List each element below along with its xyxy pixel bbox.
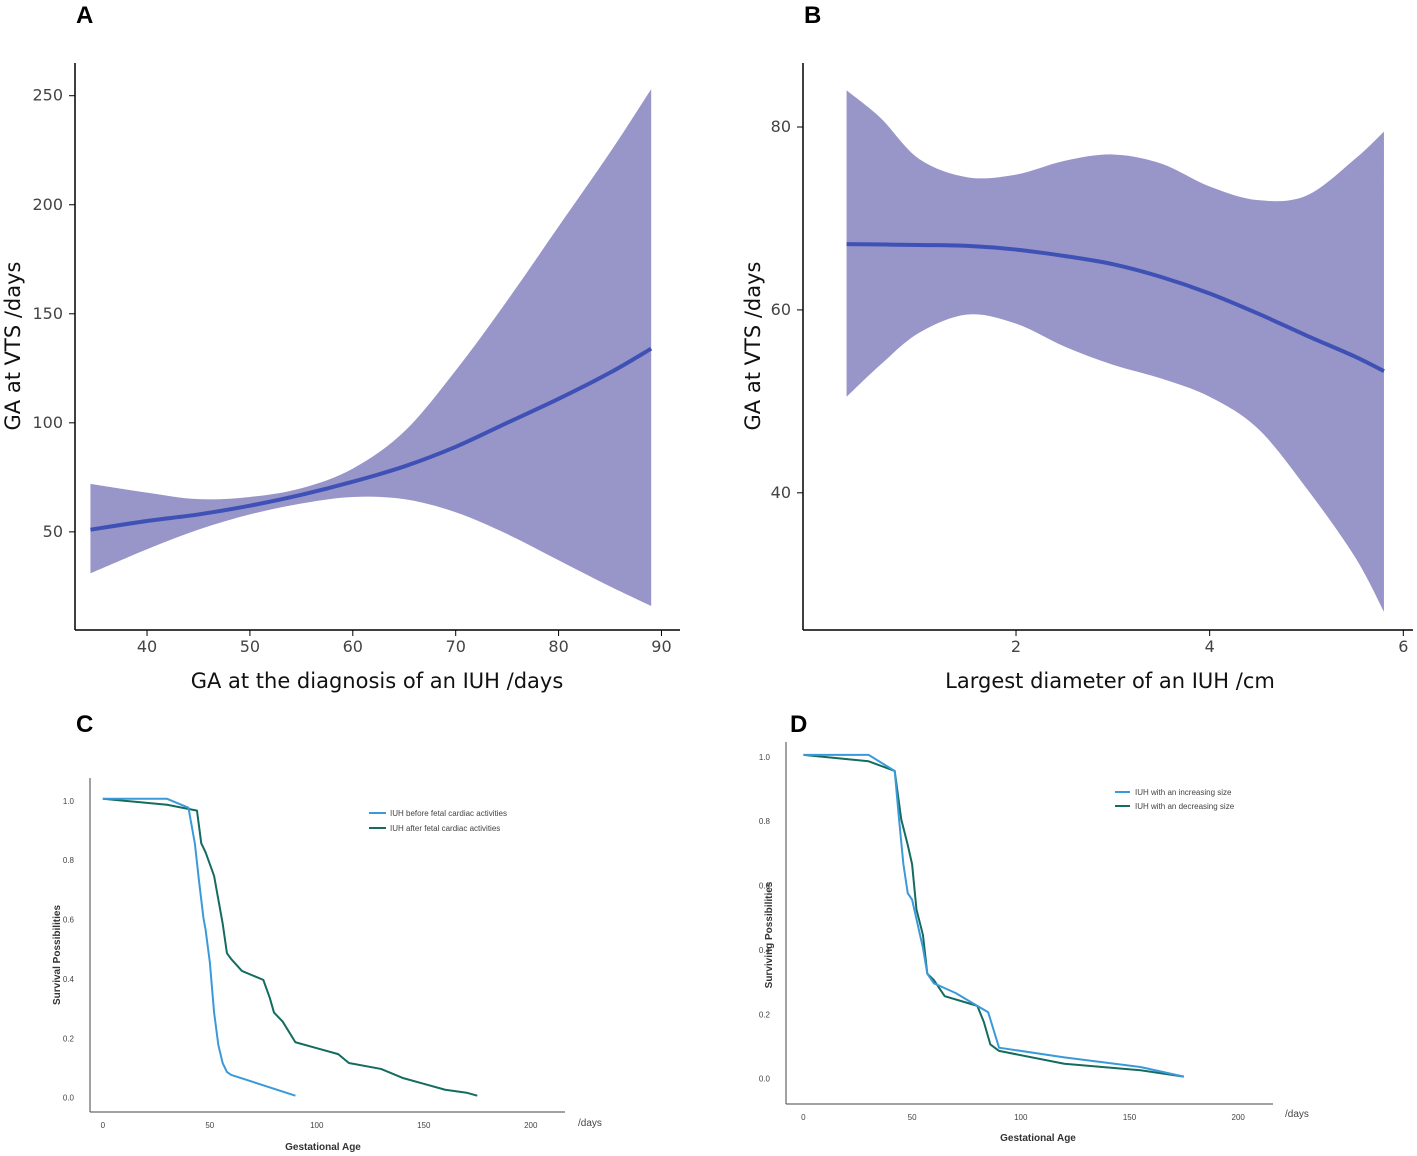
panel-c-ytick-label: 0.4 [63,975,75,984]
panel-a: A 40 50 60 70 80 90 50 100 150 200 250 GA at the … [1,2,680,693]
panel-b-fit-line [846,242,1385,373]
panel-b-y-title: GA at VTS /days [741,262,765,431]
panel-b: B 2 4 6 40 60 80 Largest diameter of an IUH … [741,2,1413,693]
panel-b-ytick-label: 80 [771,117,791,136]
panel-a-ytick-label: 200 [32,195,63,214]
panel-d-x-title: Gestational Age [1000,1133,1076,1144]
panel-c: C 0 50 100 150 200 0.00.20.40.60.81.0 /days … [52,711,602,1153]
panel-c-xtick-label: 150 [417,1121,431,1130]
panel-a-letter: A [76,2,93,29]
panel-d-ytick-label: 0.8 [759,817,771,826]
panel-a-ci-band [90,89,652,607]
panel-c-x-unit: /days [578,1118,602,1129]
panel-c-legend: IUH before fetal cardiac activities IUH … [369,809,507,833]
panel-d-letter: D [790,711,807,738]
panel-b-ytick-label: 60 [771,300,791,319]
panel-a-ytick-label: 250 [32,86,63,105]
panel-b-xtick-label: 6 [1398,637,1408,656]
panel-d-xtick-label: 200 [1232,1113,1246,1122]
panel-c-xtick-label: 0 [101,1121,106,1130]
panel-b-xtick-label: 2 [1011,637,1021,656]
panel-c-ytick-label: 0.8 [63,856,75,865]
panel-a-xtick-label: 60 [343,637,363,656]
panel-c-legend-label-1: IUH after fetal cardiac activities [390,824,500,833]
panel-d-ytick-label: 0.6 [759,882,771,891]
panel-b-ytick-label: 40 [771,483,791,502]
panel-d-ytick-label: 0.0 [759,1075,771,1084]
panel-a-xtick-label: 50 [240,637,260,656]
panel-d-xtick-label: 0 [801,1113,806,1122]
panel-c-letter: C [76,711,93,738]
panel-a-xtick-label: 80 [548,637,568,656]
panel-b-ci-band [846,90,1384,612]
panel-a-xtick-label: 70 [446,637,466,656]
panel-d-ytick-label: 1.0 [759,753,771,762]
panel-d-x-unit: /days [1285,1109,1309,1120]
panel-c-ytick-label: 0.2 [63,1034,75,1043]
panel-a-x-title: GA at the diagnosis of an IUH /days [191,669,564,693]
panel-a-ytick-label: 50 [43,522,63,541]
panel-d-xtick-label: 150 [1123,1113,1137,1122]
panel-c-xtick-label: 200 [524,1121,538,1130]
panel-a-xtick-label: 40 [137,637,157,656]
panel-c-series-0-line [102,797,296,1097]
panel-a-fit-line [90,346,653,532]
panel-c-xtick-label: 50 [205,1121,214,1130]
panel-a-ytick-label: 150 [32,304,63,323]
panel-c-ytick-label: 1.0 [63,797,75,806]
panel-a-ytick-label: 100 [32,413,63,432]
panel-c-x-title: Gestational Age [285,1142,361,1153]
panel-a-y-title: GA at VTS /days [1,262,25,431]
panel-d-series-0-line [803,753,1185,1078]
panel-b-xtick-label: 4 [1205,637,1215,656]
panel-d: D 0 50 100 150 200 0.00.20.40.60.81.0 /days … [759,711,1309,1144]
panel-b-x-title: Largest diameter of an IUH /cm [945,669,1275,693]
panel-c-ytick-label: 0.6 [63,916,75,925]
panel-d-ytick-label: 0.4 [759,946,771,955]
panel-d-legend-label-0: IUH with an increasing size [1135,788,1232,797]
panel-c-series-1-line [102,797,478,1097]
panel-d-y-title: Surviving Possibilities [764,881,775,988]
panel-d-ytick-label: 0.2 [759,1010,771,1019]
panel-c-legend-label-0: IUH before fetal cardiac activities [390,809,507,818]
panel-b-letter: B [804,2,821,29]
panel-d-legend-label-1: IUH with an decreasing size [1135,802,1235,811]
panel-d-series-1-line [803,753,1185,1078]
panel-c-xtick-label: 100 [310,1121,324,1130]
panel-c-ytick-label: 0.0 [63,1094,75,1103]
panel-c-y-title: Survival Possibilities [52,905,63,1005]
panel-d-xtick-label: 100 [1014,1113,1028,1122]
panel-d-legend: IUH with an increasing size IUH with an … [1115,788,1235,811]
panel-d-xtick-label: 50 [908,1113,917,1122]
panel-a-xtick-label: 90 [651,637,671,656]
